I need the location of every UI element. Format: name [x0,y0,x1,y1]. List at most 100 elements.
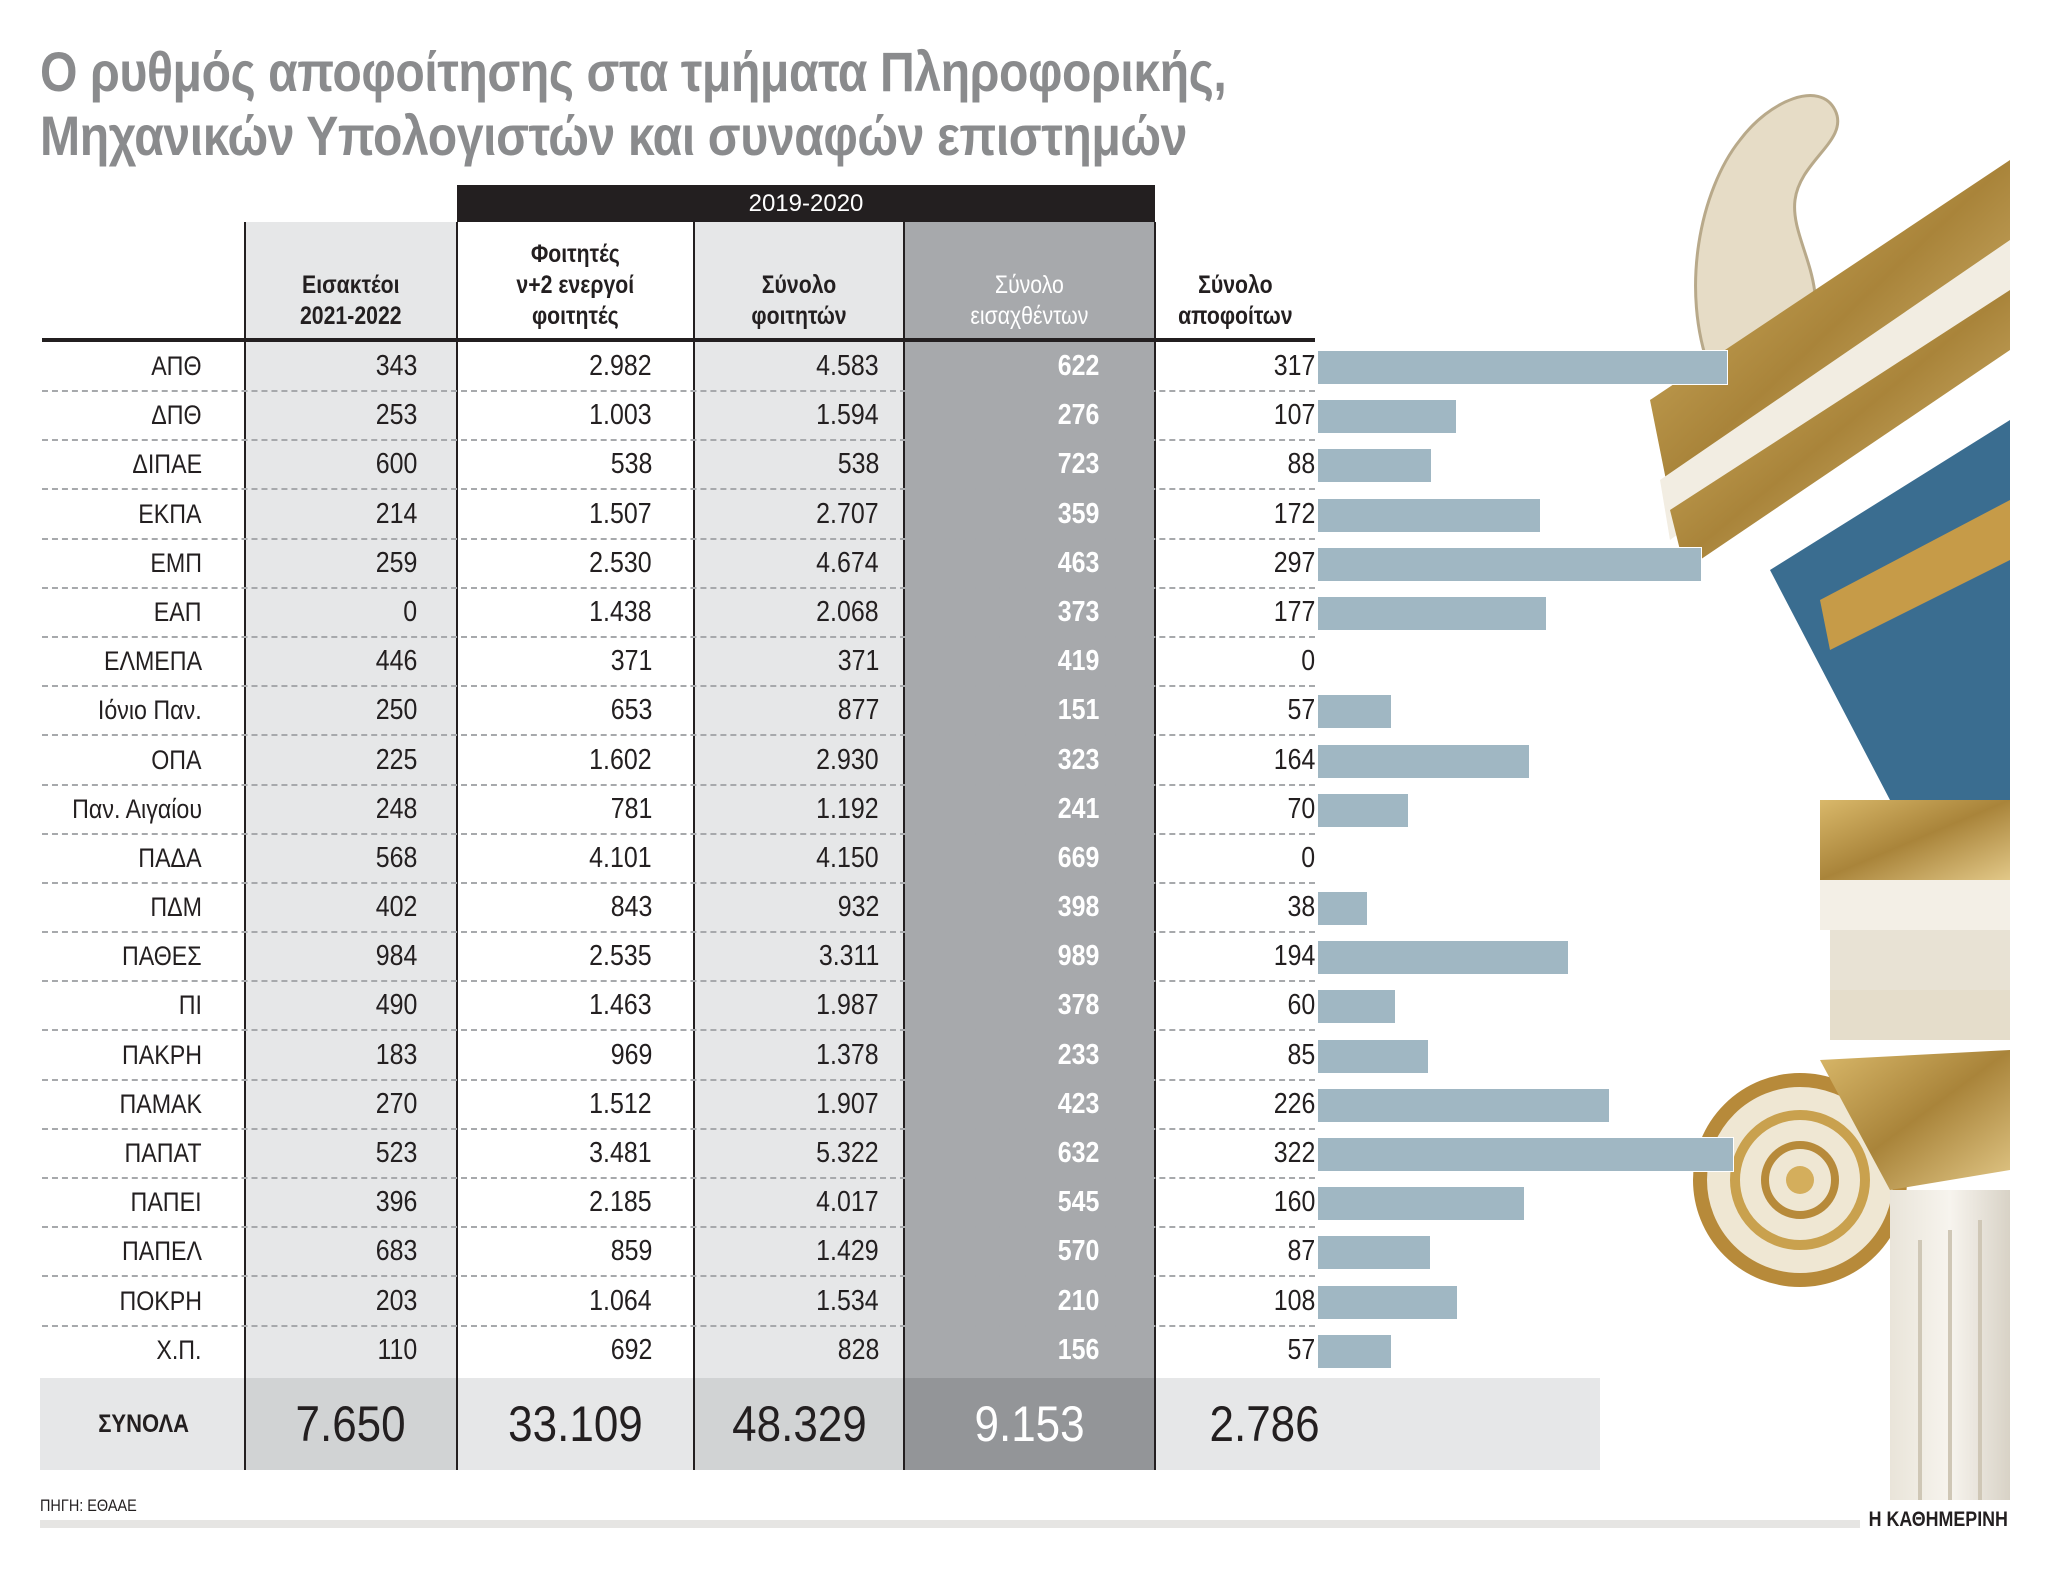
cell-total-graduates: 322 [1273,1137,1315,1169]
row-separator [42,1078,1315,1081]
ionic-column-illustration-icon [1650,94,2010,1500]
header-line: Σύνολο [1197,271,1273,299]
publisher-brand: Η ΚΑΘΗΜΕΡΙΝΗ [1868,1508,2008,1531]
cell-total-admitted: 156 [1057,1333,1099,1366]
cell-admissions: 203 [375,1284,417,1317]
graduates-bar [1317,989,1396,1025]
row-separator [42,931,1315,934]
header-line: Εισακτέοι [302,271,400,299]
graduates-bar [1317,1038,1429,1074]
cell-total-admitted: 989 [1057,940,1099,973]
cell-active-students: 1.602 [589,743,652,776]
cell-total-graduates: 226 [1273,1087,1315,1120]
cell-total-students: 2.068 [816,595,879,628]
cell-total-admitted: 723 [1057,448,1099,481]
header-line: εισαχθέντων [970,302,1089,330]
cell-total-admitted: 632 [1057,1137,1099,1169]
header-total-students: Σύνολο φοιτητών [694,222,904,340]
total-students: 48.329 [731,1396,867,1452]
cell-total-graduates: 194 [1273,940,1315,973]
cell-total-admitted: 373 [1057,595,1099,628]
row-label: ΔΙΠΑΕ [132,449,202,480]
column-divider [456,222,458,1470]
cell-total-students: 1.987 [816,989,879,1022]
cell-admissions: 183 [375,1038,417,1071]
row-label: Ιόνιο Παν. [98,695,202,726]
cell-total-students: 371 [837,645,879,678]
chart-title: Ο ρυθμός αποφοίτησης στα τμήματα Πληροφο… [40,40,1244,168]
table-row: ΠΑΚΡΗ 183 969 1.378 233 85 [42,1031,1742,1081]
cell-admissions: 343 [375,350,417,382]
cell-total-admitted: 398 [1057,891,1099,924]
row-label: ΕΑΠ [154,596,202,627]
row-label: Παν. Αιγαίου [72,793,202,824]
cell-admissions: 253 [375,399,417,432]
row-label: ΠΑΠΕΙ [131,1187,202,1218]
table-row: Χ.Π. 110 692 828 156 57 [42,1326,1742,1375]
cell-total-admitted: 463 [1057,546,1099,579]
cell-admissions: 248 [375,792,417,825]
data-table-body: ΑΠΘ 343 2.982 4.583 622 317 ΔΠΘ 253 1.003 1.594 27… [42,342,1742,1375]
cell-active-students: 2.185 [589,1186,652,1219]
row-separator [42,390,1315,392]
cell-total-graduates: 107 [1273,399,1315,432]
column-divider [693,222,695,1470]
header-rule [42,338,1315,342]
cell-active-students: 2.530 [589,546,652,579]
cell-active-students: 781 [610,792,652,825]
table-row: ΠΙ 490 1.463 1.987 378 60 [42,981,1742,1032]
row-separator [42,783,1315,786]
header-total-graduates: Σύνολο αποφοίτων [1155,222,1315,340]
cell-total-admitted: 210 [1057,1284,1099,1317]
cell-total-students: 5.322 [816,1137,879,1169]
cell-total-graduates: 0 [1301,841,1315,874]
table-row: ΕΛΜΕΠΑ 446 371 371 419 0 [42,637,1742,688]
row-label: ΠΑΘΕΣ [122,941,202,972]
cell-total-graduates: 297 [1273,546,1315,579]
graduates-bar [1317,891,1368,927]
group-header-2019-2020: 2019-2020 [457,185,1155,222]
cell-total-students: 2.707 [816,497,879,530]
row-separator [42,980,1315,983]
cell-total-graduates: 317 [1273,350,1315,382]
cell-admissions: 683 [375,1235,417,1268]
cell-active-students: 1.512 [589,1087,652,1120]
graduates-bar [1317,694,1392,730]
row-label: ΕΜΠ [150,547,202,578]
cell-admissions: 250 [375,694,417,727]
column-bg-total-students [694,222,904,1470]
cell-total-admitted: 241 [1057,792,1099,825]
cell-total-students: 4.017 [816,1186,879,1219]
cell-active-students: 371 [610,645,652,678]
cell-total-graduates: 70 [1287,792,1315,825]
graduates-bar [1317,350,1728,385]
cell-active-students: 843 [610,891,652,924]
table-row: ΠΑΔΑ 568 4.101 4.150 669 0 [42,834,1742,884]
row-label: Χ.Π. [156,1334,202,1365]
row-label: ΠΑΠΕΛ [121,1236,202,1267]
row-separator [42,734,1315,737]
cell-total-graduates: 60 [1287,989,1315,1022]
graduates-bar [1317,743,1530,779]
row-separator [42,881,1315,884]
cell-active-students: 859 [610,1235,652,1268]
cell-total-graduates: 164 [1273,743,1315,776]
cell-active-students: 4.101 [589,841,652,874]
total-graduates: 2.786 [1209,1396,1321,1452]
graduates-bar [1317,1087,1610,1123]
table-row: ΠΑΘΕΣ 984 2.535 3.311 989 194 [42,932,1742,983]
cell-active-students: 1.507 [589,497,652,530]
cell-total-graduates: 88 [1287,448,1315,481]
table-row: ΕΑΠ 0 1.438 2.068 373 177 [42,588,1742,638]
cell-admissions: 225 [375,743,417,776]
table-row: Ιόνιο Παν. 250 653 877 151 57 [42,686,1742,737]
row-separator [42,1324,1315,1327]
column-bg-admissions [245,222,457,1470]
title-line-1: Ο ρυθμός αποφοίτησης στα τμήματα Πληροφο… [40,40,1227,103]
cell-admissions: 984 [375,940,417,973]
row-label: ΟΠΑ [151,744,202,775]
title-line-2: Μηχανικών Υπολογιστών και συναφών επιστη… [40,104,1188,167]
cell-admissions: 259 [375,546,417,579]
table-row: ΠΔΜ 402 843 932 398 38 [42,883,1742,934]
column-divider [903,222,905,1470]
